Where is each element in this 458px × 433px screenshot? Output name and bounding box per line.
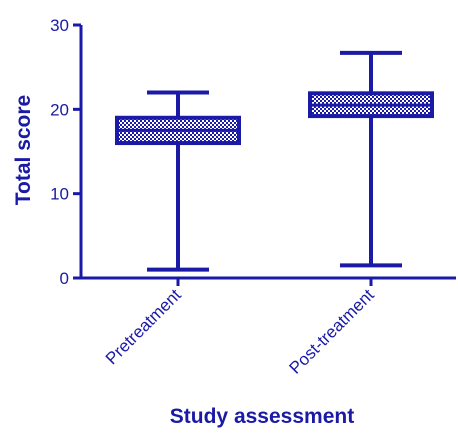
x-axis-label: Study assessment — [170, 405, 354, 428]
y-axis-label: Total score — [12, 95, 35, 205]
x-tick-label: Pretreatment — [102, 285, 185, 368]
y-tick-label: 20 — [50, 100, 69, 119]
plot-area: 0 10 20 30 Pretreatment Post-treatment — [50, 16, 456, 378]
y-tick-label: 0 — [60, 269, 69, 288]
x-tick-label: Post-treatment — [286, 285, 378, 377]
y-tick-label: 30 — [50, 16, 69, 35]
y-tick-label: 10 — [50, 185, 69, 204]
